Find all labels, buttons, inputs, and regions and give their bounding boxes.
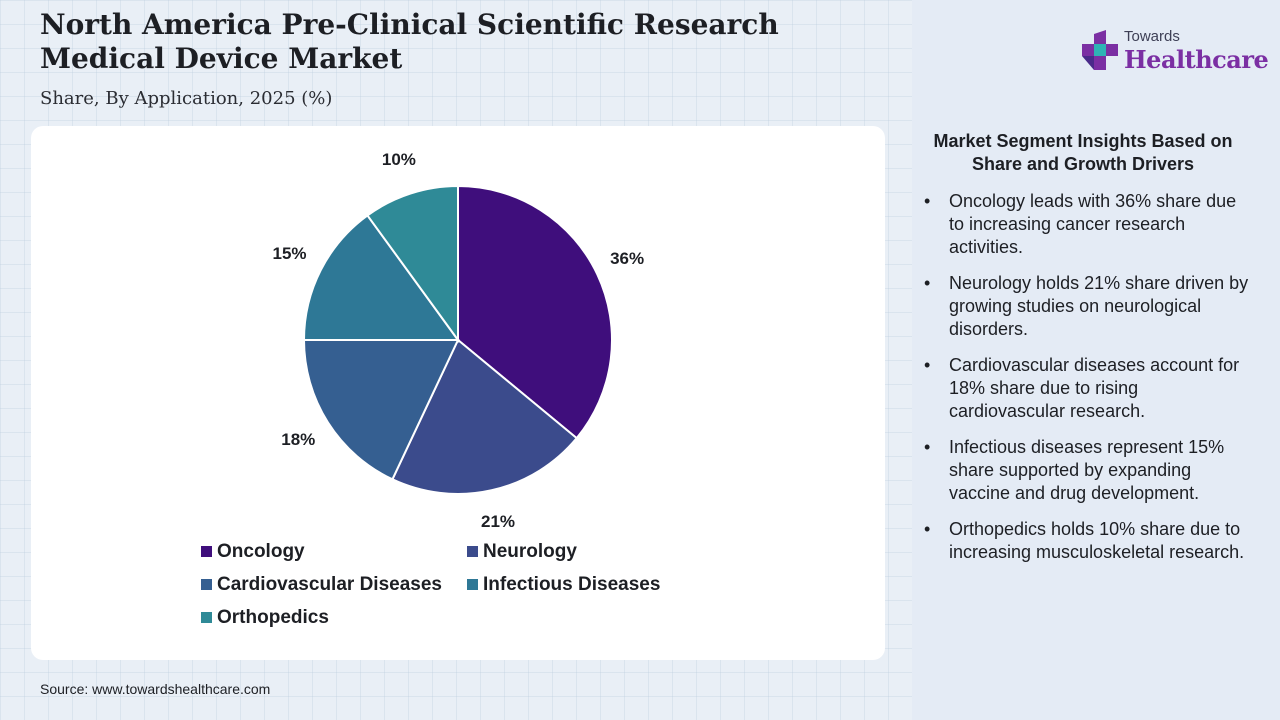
medical-plus-icon	[1082, 30, 1118, 70]
data-label-neurology: 21%	[481, 512, 516, 532]
pie-slice-neurology	[391, 338, 579, 495]
legend-item-infectious-diseases: Infectious Diseases	[467, 573, 727, 596]
legend-swatch	[201, 579, 212, 590]
bullet-icon: •	[924, 519, 931, 539]
legend-item-neurology: Neurology	[467, 540, 727, 563]
legend-swatch	[467, 546, 478, 557]
insights-panel	[912, 0, 1280, 720]
insight-item: • Cardiovascular diseases account for 18%…	[922, 354, 1252, 423]
towards-healthcare-logo: Towards Healthcare	[1080, 26, 1269, 76]
pie-slice-cardiovascular-diseases	[302, 339, 460, 481]
logo-healthcare-text: Healthcare	[1124, 45, 1269, 74]
legend-swatch	[201, 546, 212, 557]
logo-towards-text: Towards	[1124, 28, 1180, 45]
pie-slice-oncology	[457, 184, 613, 440]
data-label-cardiovascular-diseases: 18%	[281, 429, 316, 449]
insight-item: • Infectious diseases represent 15% share…	[922, 436, 1252, 505]
legend-label: Oncology	[217, 540, 305, 562]
legend-label: Orthopedics	[217, 606, 329, 628]
legend-label: Cardiovascular Diseases	[217, 573, 442, 595]
legend-label: Infectious Diseases	[483, 573, 661, 595]
insight-text: Oncology leads with 36% share due to inc…	[949, 191, 1237, 257]
legend-item-orthopedics: Orthopedics	[201, 606, 467, 629]
chart-subtitle: Share, By Application, 2025 (%)	[40, 88, 333, 109]
legend-item-cardiovascular-diseases: Cardiovascular Diseases	[201, 573, 467, 596]
legend-label: Neurology	[483, 540, 577, 562]
pie-slice-orthopedics	[366, 184, 459, 344]
insight-text: Infectious diseases represent 15% share …	[949, 437, 1225, 503]
bullet-icon: •	[924, 273, 931, 293]
insight-text: Neurology holds 21% share driven by grow…	[949, 273, 1249, 339]
insights-title: Market Segment Insights Based on Share a…	[933, 131, 1233, 174]
chart-legend: Oncology Neurology Cardiovascular Diseases…	[201, 540, 741, 629]
pie-slice-infectious-diseases	[302, 214, 460, 341]
source-note: Source: www.towardshealthcare.com	[40, 681, 271, 697]
bullet-icon: •	[924, 191, 931, 211]
chart-card: 36% 21% 18% 15% 10% Oncology Neurology Cardiov…	[31, 126, 885, 660]
insight-text: Orthopedics holds 10% share due to incre…	[949, 519, 1245, 562]
insight-text: Cardiovascular diseases account for 18% …	[949, 355, 1240, 421]
legend-item-oncology: Oncology	[201, 540, 467, 563]
bullet-icon: •	[924, 355, 931, 375]
data-label-orthopedics: 10%	[381, 150, 416, 170]
insight-item: • Neurology holds 21% share driven by gro…	[922, 272, 1252, 341]
pie-chart	[302, 184, 613, 495]
insights-list: • Oncology leads with 36% share due to in…	[922, 190, 1252, 577]
legend-swatch	[467, 579, 478, 590]
bullet-icon: •	[924, 437, 931, 457]
data-label-infectious-diseases: 15%	[272, 243, 307, 263]
insight-item: • Orthopedics holds 10% share due to incr…	[922, 518, 1252, 564]
data-label-oncology: 36%	[610, 248, 645, 268]
chart-title: North America Pre-Clinical Scientific Re…	[40, 8, 779, 75]
legend-swatch	[201, 612, 212, 623]
insight-item: • Oncology leads with 36% share due to in…	[922, 190, 1252, 259]
